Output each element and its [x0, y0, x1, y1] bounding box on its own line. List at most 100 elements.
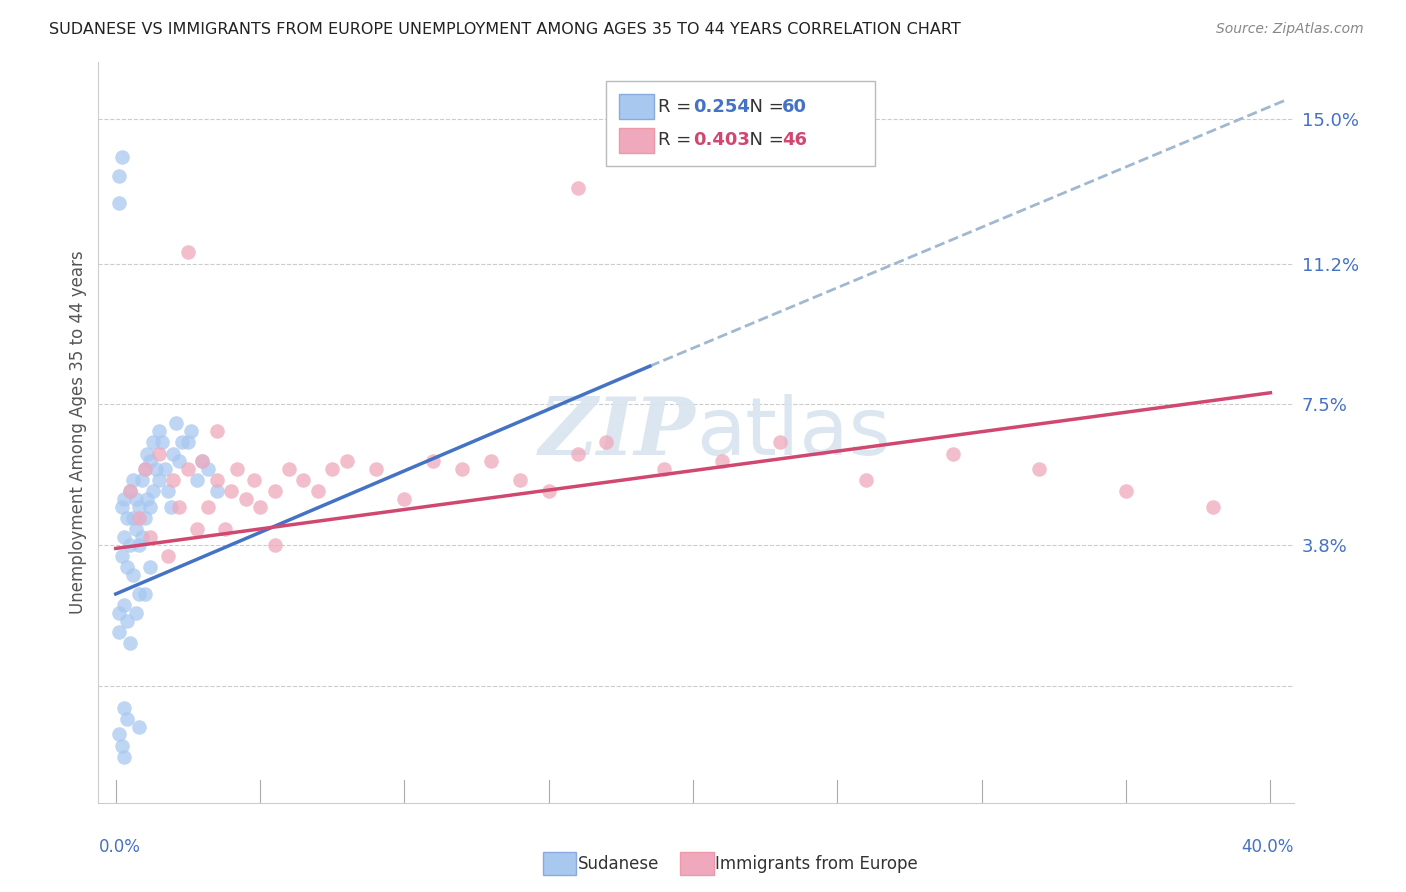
Point — [567, 446, 589, 460]
Point — [263, 538, 285, 552]
Point — [422, 454, 444, 468]
Point — [292, 473, 315, 487]
FancyBboxPatch shape — [620, 128, 654, 153]
Point — [122, 511, 145, 525]
Point — [191, 454, 214, 468]
Point — [307, 484, 329, 499]
Point — [167, 500, 190, 514]
Point — [165, 416, 187, 430]
Point — [145, 461, 167, 475]
Point — [107, 169, 129, 184]
Y-axis label: Unemployment Among Ages 35 to 44 years: Unemployment Among Ages 35 to 44 years — [69, 251, 87, 615]
Point — [394, 491, 416, 506]
Point — [117, 614, 139, 628]
Text: N =: N = — [738, 131, 789, 149]
Point — [537, 484, 560, 499]
Point — [128, 720, 150, 734]
Point — [451, 461, 474, 475]
Point — [107, 727, 129, 741]
Point — [150, 435, 173, 450]
Point — [595, 435, 617, 450]
Point — [235, 491, 257, 506]
Text: R =: R = — [658, 131, 697, 149]
Point — [128, 511, 150, 525]
FancyBboxPatch shape — [606, 81, 876, 166]
Point — [112, 599, 135, 613]
FancyBboxPatch shape — [543, 852, 576, 875]
Point — [652, 461, 675, 475]
Point — [136, 491, 159, 506]
Point — [107, 606, 129, 620]
Text: SUDANESE VS IMMIGRANTS FROM EUROPE UNEMPLOYMENT AMONG AGES 35 TO 44 YEARS CORREL: SUDANESE VS IMMIGRANTS FROM EUROPE UNEMP… — [49, 22, 960, 37]
Point — [219, 484, 242, 499]
Point — [249, 500, 271, 514]
Point — [117, 511, 139, 525]
FancyBboxPatch shape — [620, 95, 654, 120]
Text: 0.254: 0.254 — [693, 98, 751, 116]
Point — [1028, 461, 1050, 475]
Point — [142, 435, 165, 450]
Point — [226, 461, 249, 475]
Point — [122, 568, 145, 582]
Point — [120, 484, 142, 499]
Point — [120, 636, 142, 650]
Text: 0.0%: 0.0% — [98, 838, 141, 856]
Point — [122, 473, 145, 487]
Point — [148, 473, 170, 487]
Point — [128, 500, 150, 514]
Point — [134, 461, 156, 475]
Point — [509, 473, 531, 487]
Point — [131, 530, 153, 544]
Point — [125, 523, 148, 537]
Point — [107, 624, 129, 639]
Text: Source: ZipAtlas.com: Source: ZipAtlas.com — [1216, 22, 1364, 37]
Point — [107, 195, 129, 210]
Text: N =: N = — [738, 98, 789, 116]
Point — [336, 454, 359, 468]
Point — [142, 484, 165, 499]
Point — [112, 750, 135, 764]
Point — [479, 454, 502, 468]
Point — [131, 473, 153, 487]
Point — [110, 500, 132, 514]
Point — [162, 473, 184, 487]
Text: 0.403: 0.403 — [693, 131, 751, 149]
Point — [153, 461, 176, 475]
Point — [134, 511, 156, 525]
Point — [110, 739, 132, 753]
Point — [205, 484, 228, 499]
Point — [186, 473, 208, 487]
Point — [110, 549, 132, 563]
Point — [1202, 500, 1225, 514]
Point — [139, 560, 162, 574]
Point — [263, 484, 285, 499]
Point — [167, 454, 190, 468]
Point — [156, 549, 179, 563]
Text: Sudanese: Sudanese — [578, 855, 659, 872]
FancyBboxPatch shape — [681, 852, 714, 875]
Point — [128, 538, 150, 552]
Point — [120, 538, 142, 552]
Point — [197, 500, 219, 514]
Point — [159, 500, 181, 514]
Point — [134, 461, 156, 475]
Point — [243, 473, 266, 487]
Point — [128, 587, 150, 601]
Point — [136, 446, 159, 460]
Point — [117, 712, 139, 726]
Point — [769, 435, 792, 450]
Point — [117, 560, 139, 574]
Point — [125, 491, 148, 506]
Point — [156, 484, 179, 499]
Point — [139, 530, 162, 544]
Point — [177, 461, 200, 475]
Point — [177, 435, 200, 450]
Point — [134, 587, 156, 601]
Text: atlas: atlas — [696, 393, 890, 472]
Text: ZIP: ZIP — [538, 394, 696, 471]
Point — [148, 446, 170, 460]
Point — [710, 454, 733, 468]
Point — [186, 523, 208, 537]
Point — [855, 473, 877, 487]
Point — [942, 446, 965, 460]
